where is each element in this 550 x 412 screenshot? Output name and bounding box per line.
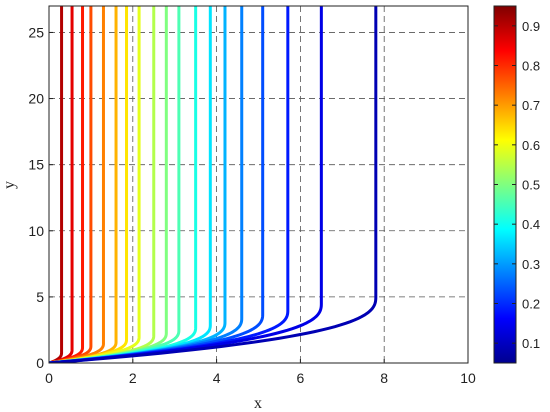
colorbar-tick-label: 0.5 [522,178,540,193]
x-tick-label: 10 [460,370,476,386]
y-tick-label: 15 [28,157,44,173]
colorbar-tick-label: 0.3 [522,257,540,272]
y-axis: 0 5 10 15 20 25 [28,24,53,371]
curves [49,6,378,363]
y-tick-label: 10 [28,223,44,239]
colorbar-tick-label: 0.2 [522,297,540,312]
plot-area [49,6,468,363]
x-axis: 0 2 4 6 8 10 [45,359,476,386]
y-tick-label: 0 [36,355,44,371]
series-line [49,6,378,363]
colorbar-tick-label: 0.7 [522,98,540,113]
colorbar-ticks: 0.1 0.2 0.3 0.4 0.5 0.6 0.7 0.8 0.9 [494,19,540,351]
colorbar-tick-label: 0.9 [522,19,540,34]
colorbar-tick-label: 0.8 [522,59,540,74]
colorbar-tick-label: 0.1 [522,336,540,351]
x-tick-label: 8 [380,370,388,386]
x-tick-label: 6 [297,370,305,386]
y-tick-label: 5 [36,289,44,305]
x-axis-label: x [254,395,262,412]
x-tick-label: 2 [129,370,137,386]
colorbar-tick-label: 0.6 [522,138,540,153]
x-tick-label: 4 [213,370,221,386]
y-tick-label: 20 [28,91,44,107]
y-tick-label: 25 [28,24,44,40]
x-tick-label: 0 [45,370,53,386]
y-axis-label: y [1,181,18,189]
plot-frame [48,5,469,364]
colorbar-tick-label: 0.4 [522,217,540,232]
